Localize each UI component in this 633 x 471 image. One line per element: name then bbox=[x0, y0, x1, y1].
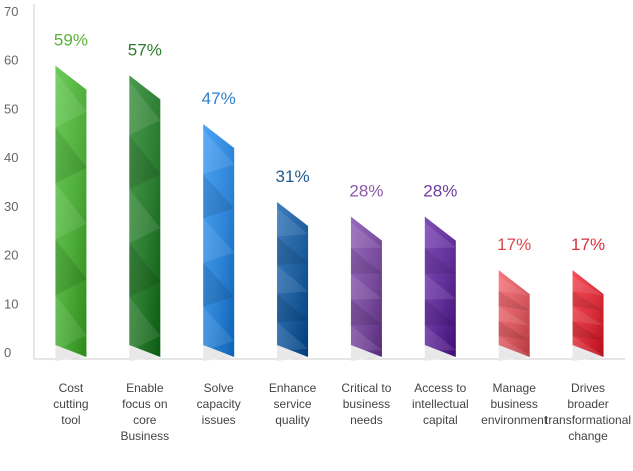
data-label: 17% bbox=[571, 235, 605, 254]
bar-facet bbox=[424, 222, 456, 249]
bar-shape bbox=[424, 216, 456, 357]
bar-facet bbox=[277, 236, 309, 266]
bar-shadow bbox=[129, 345, 161, 361]
category-label: Access to intellectual capital bbox=[412, 381, 469, 427]
bar-facet bbox=[55, 239, 87, 296]
bar-facet bbox=[424, 273, 456, 300]
data-label: 28% bbox=[349, 182, 383, 201]
bar-facet bbox=[424, 299, 456, 326]
bar-facet bbox=[203, 130, 235, 175]
y-tick-label: 20 bbox=[4, 248, 18, 263]
bar-facet bbox=[350, 299, 382, 326]
category-label: Cost cutting tool bbox=[53, 381, 88, 427]
bar-facet bbox=[129, 189, 161, 244]
bar-facet bbox=[498, 306, 530, 326]
data-label: 28% bbox=[423, 182, 457, 201]
bar-facet bbox=[572, 276, 604, 296]
bar-facet bbox=[572, 336, 604, 356]
bar-5 bbox=[350, 216, 382, 361]
bar-facet bbox=[129, 243, 161, 298]
category-label: Drives broader transformational change bbox=[545, 381, 631, 443]
bar-1 bbox=[55, 65, 87, 361]
bar-shadow bbox=[572, 345, 604, 361]
bar-facet bbox=[572, 306, 604, 326]
y-tick-label: 50 bbox=[4, 101, 18, 116]
category-label: Solve capacity issues bbox=[197, 381, 241, 427]
bar-8 bbox=[572, 270, 604, 361]
bar-shape bbox=[498, 270, 530, 357]
bar-shadow bbox=[498, 345, 530, 361]
bars bbox=[55, 65, 604, 361]
category-label: Critical to business needs bbox=[341, 381, 391, 427]
data-labels: 59% 57% 47% 31% 28% 28% 17% 17% bbox=[54, 31, 605, 255]
bar-facet bbox=[203, 174, 235, 219]
data-label: 57% bbox=[128, 40, 162, 59]
bar-7 bbox=[498, 270, 530, 361]
y-tick-label: 70 bbox=[4, 4, 18, 19]
data-label: 59% bbox=[54, 31, 88, 50]
category-label: Enable focus on core Business bbox=[120, 381, 169, 443]
bar-facet bbox=[350, 248, 382, 274]
bar-facet bbox=[55, 295, 87, 351]
bar-facet bbox=[277, 265, 309, 294]
bar-shape bbox=[350, 216, 382, 357]
bar-facet bbox=[277, 207, 309, 237]
bar-shadow bbox=[350, 345, 382, 361]
y-tick-label: 60 bbox=[4, 53, 18, 68]
bar-facet bbox=[55, 127, 87, 184]
bar-facet bbox=[129, 297, 161, 351]
category-label: Enhance service quality bbox=[269, 381, 317, 427]
bar-facet bbox=[203, 306, 235, 351]
data-label: 17% bbox=[497, 235, 531, 254]
bar-shape bbox=[55, 65, 87, 357]
bar-facet bbox=[129, 135, 161, 190]
bar-facet bbox=[277, 322, 309, 351]
bar-shadow bbox=[424, 345, 456, 361]
bar-facet bbox=[55, 71, 87, 128]
bar-facet bbox=[129, 81, 161, 136]
y-axis: 0 10 20 30 40 50 60 70 bbox=[4, 4, 625, 360]
bar-2 bbox=[129, 75, 161, 361]
bar-shadow bbox=[277, 345, 309, 361]
y-tick-label: 10 bbox=[4, 296, 18, 311]
bar-facet bbox=[572, 291, 604, 311]
bar-facet bbox=[350, 273, 382, 300]
y-tick-label: 40 bbox=[4, 150, 18, 165]
bar-shape bbox=[129, 75, 161, 357]
y-tick-label: 0 bbox=[4, 345, 11, 360]
x-axis-categories: Cost cutting tool Enable focus on core Busines… bbox=[53, 381, 631, 443]
y-tick-label: 30 bbox=[4, 199, 18, 214]
data-label: 47% bbox=[202, 89, 236, 108]
bar-facet bbox=[498, 276, 530, 296]
bar-4 bbox=[277, 201, 309, 361]
bar-facet bbox=[350, 222, 382, 249]
bar-shape bbox=[572, 270, 604, 357]
bar-facet bbox=[424, 325, 456, 351]
bar-facet bbox=[203, 262, 235, 307]
bar-shadow bbox=[203, 345, 235, 361]
bar-facet bbox=[350, 325, 382, 351]
bar-facet bbox=[424, 248, 456, 274]
bar-facet bbox=[277, 293, 309, 323]
bar-6 bbox=[424, 216, 456, 361]
bar-facet bbox=[498, 291, 530, 311]
bar-shape bbox=[277, 201, 309, 357]
bar-facet bbox=[203, 218, 235, 263]
bar-facet bbox=[55, 183, 87, 240]
bar-shape bbox=[203, 124, 235, 358]
bar-facet bbox=[498, 336, 530, 356]
data-label: 31% bbox=[276, 167, 310, 186]
bar-facet bbox=[498, 321, 530, 341]
bar-shadow bbox=[55, 345, 87, 361]
bar-3 bbox=[203, 124, 235, 361]
bar-facet bbox=[572, 321, 604, 341]
category-label: Manage business environment bbox=[481, 381, 548, 427]
